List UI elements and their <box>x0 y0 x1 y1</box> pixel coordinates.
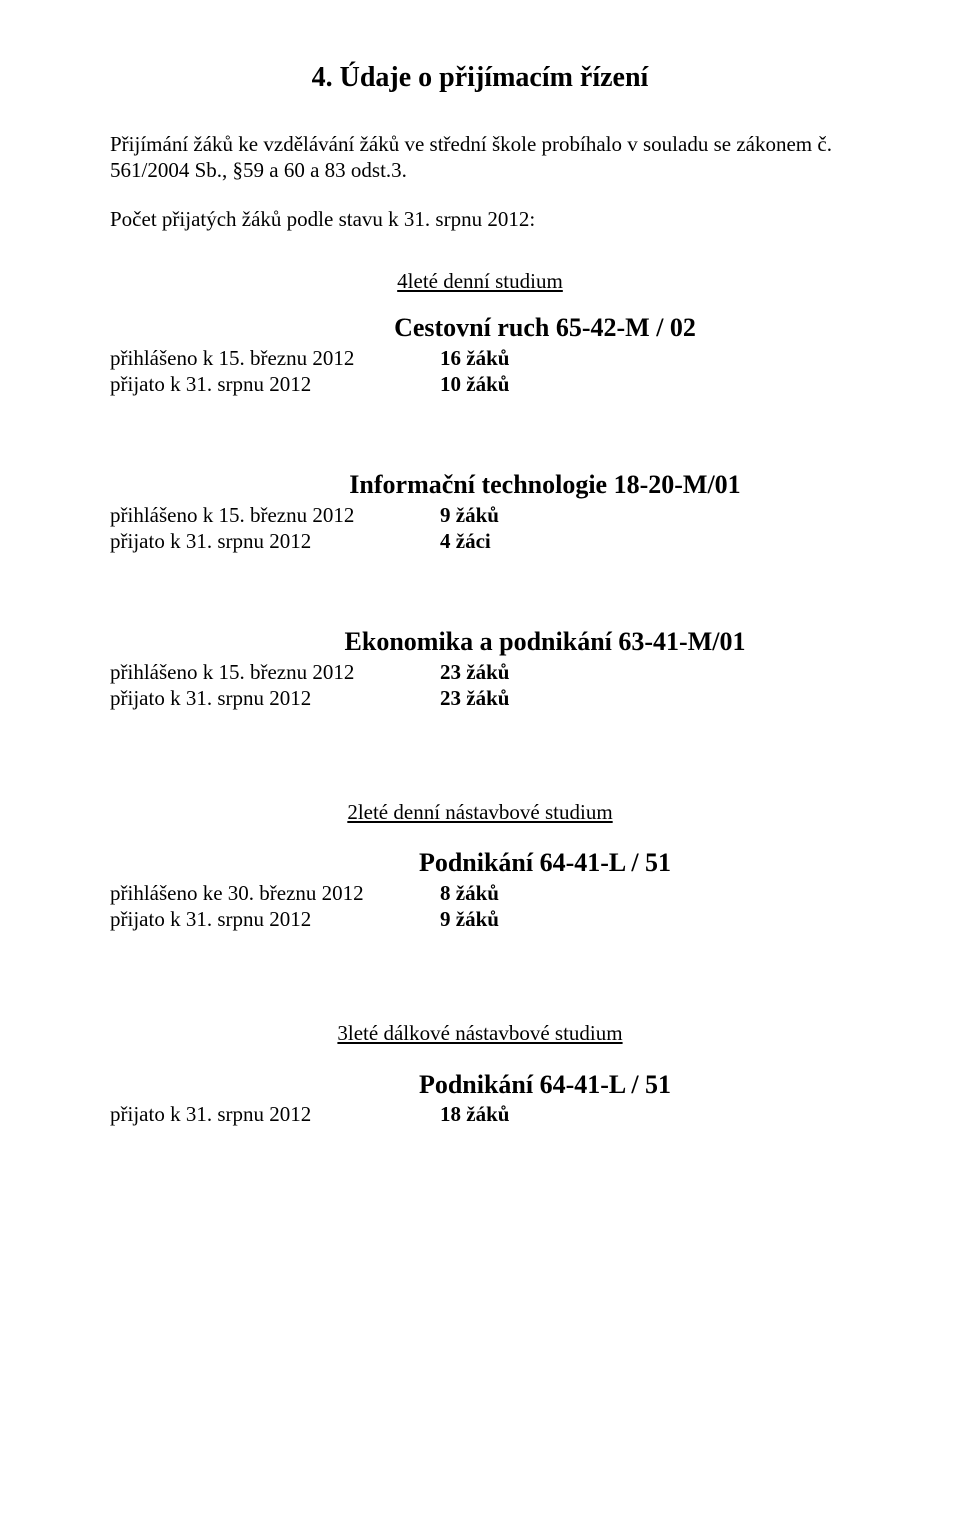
row-accepted: přijato k 31. srpnu 2012 10 žáků <box>110 371 850 397</box>
program-title-cestovni-ruch: Cestovní ruch 65-42-M / 02 <box>110 312 850 345</box>
row-label: přijato k 31. srpnu 2012 <box>110 371 440 397</box>
row-label: přihlášeno ke 30. březnu 2012 <box>110 880 440 906</box>
row-value: 23 žáků <box>440 685 509 711</box>
subheading-3lete: 3leté dálkové nástavbové studium <box>110 1020 850 1046</box>
program-block-podnikani-3lete: Podnikání 64-41-L / 51 přijato k 31. srp… <box>110 1065 850 1128</box>
row-label: přijato k 31. srpnu 2012 <box>110 1101 440 1127</box>
subheading-2lete-text: 2leté denní nástavbové studium <box>347 800 612 824</box>
row-value: 16 žáků <box>440 345 509 371</box>
row-value: 8 žáků <box>440 880 499 906</box>
row-value: 23 žáků <box>440 659 509 685</box>
row-label: přihlášeno k 15. březnu 2012 <box>110 659 440 685</box>
program-block-podnikani-2lete: Podnikání 64-41-L / 51 přihlášeno ke 30.… <box>110 843 850 932</box>
row-value: 4 žáci <box>440 528 491 554</box>
program-block-ekonomika: Ekonomika a podnikání 63-41-M/01 přihláš… <box>110 626 850 711</box>
section-heading: 4. Údaje o přijímacím řízení <box>110 60 850 95</box>
row-value: 9 žáků <box>440 502 499 528</box>
subheading-3lete-text: 3leté dálkové nástavbové studium <box>337 1021 622 1045</box>
row-accepted: přijato k 31. srpnu 2012 23 žáků <box>110 685 850 711</box>
row-accepted: přijato k 31. srpnu 2012 9 žáků <box>110 906 850 932</box>
row-label: přihlášeno k 15. březnu 2012 <box>110 502 440 528</box>
program-block-cestovni-ruch: Cestovní ruch 65-42-M / 02 přihlášeno k … <box>110 312 850 397</box>
row-label: přijato k 31. srpnu 2012 <box>110 685 440 711</box>
row-value: 9 žáků <box>440 906 499 932</box>
count-line: Počet přijatých žáků podle stavu k 31. s… <box>110 206 850 232</box>
program-title-ekonomika: Ekonomika a podnikání 63-41-M/01 <box>110 626 850 659</box>
row-value: 10 žáků <box>440 371 509 397</box>
subheading-4lete: 4leté denní studium <box>110 268 850 294</box>
program-title-podnikani-3lete: Podnikání 64-41-L / 51 <box>110 1069 850 1102</box>
subheading-2lete: 2leté denní nástavbové studium <box>110 799 850 825</box>
row-applied: přihlášeno k 15. březnu 2012 23 žáků <box>110 659 850 685</box>
row-applied: přihlášeno ke 30. březnu 2012 8 žáků <box>110 880 850 906</box>
intro-paragraph: Přijímání žáků ke vzdělávání žáků ve stř… <box>110 131 850 184</box>
program-block-it: Informační technologie 18-20-M/01 přihlá… <box>110 469 850 554</box>
row-accepted: přijato k 31. srpnu 2012 18 žáků <box>110 1101 850 1127</box>
program-title-podnikani-2lete: Podnikání 64-41-L / 51 <box>110 847 850 880</box>
subheading-4lete-text: 4leté denní studium <box>397 269 563 293</box>
program-title-it: Informační technologie 18-20-M/01 <box>110 469 850 502</box>
row-label: přihlášeno k 15. březnu 2012 <box>110 345 440 371</box>
row-label: přijato k 31. srpnu 2012 <box>110 528 440 554</box>
row-value: 18 žáků <box>440 1101 509 1127</box>
row-applied: přihlášeno k 15. březnu 2012 16 žáků <box>110 345 850 371</box>
document-page: 4. Údaje o přijímacím řízení Přijímání ž… <box>0 0 960 1531</box>
row-applied: přihlášeno k 15. březnu 2012 9 žáků <box>110 502 850 528</box>
row-accepted: přijato k 31. srpnu 2012 4 žáci <box>110 528 850 554</box>
row-label: přijato k 31. srpnu 2012 <box>110 906 440 932</box>
